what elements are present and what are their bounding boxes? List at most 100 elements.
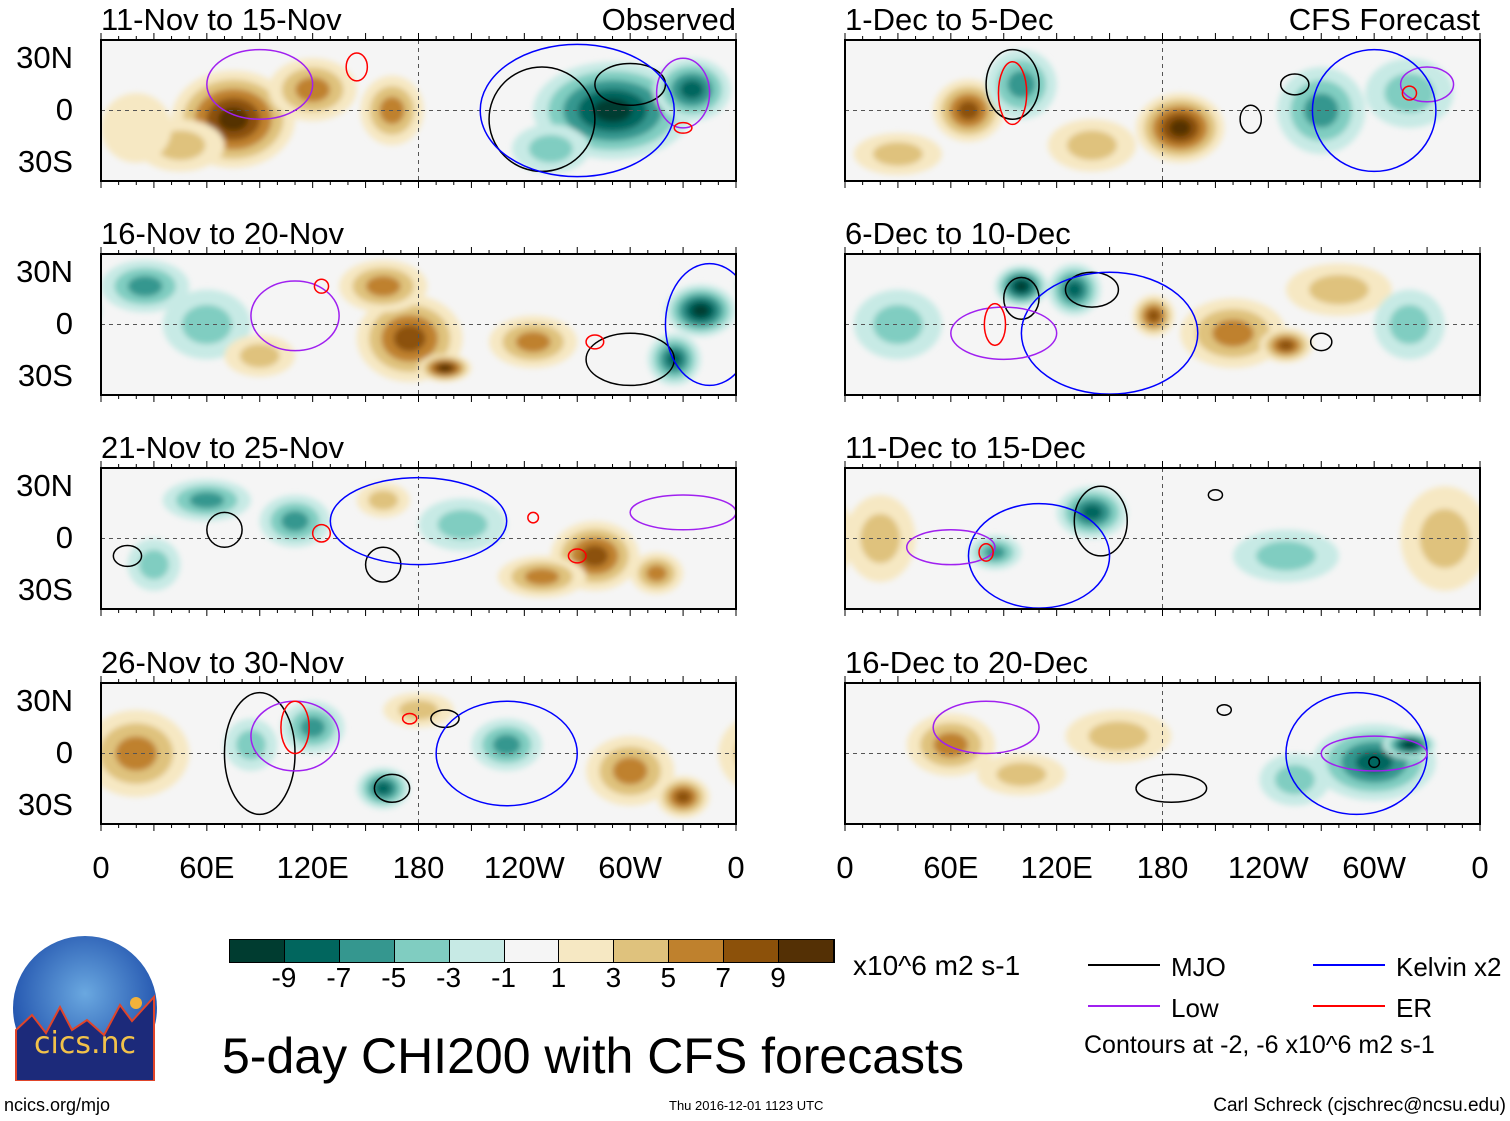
anomaly-blob (524, 568, 560, 586)
anomaly-blob (996, 762, 1047, 787)
lat-tick-label: 30N (16, 683, 73, 718)
figure-title: 5-day CHI200 with CFS forecasts (222, 1028, 964, 1084)
anomaly-blob (437, 509, 488, 540)
units-label: x10^6 m2 s-1 (853, 950, 1021, 981)
colorbar-swatch (339, 940, 395, 962)
panel-title: 6-Dec to 10-Dec (845, 216, 1071, 251)
mjo-contour (1003, 276, 1040, 321)
low-contour (1320, 735, 1428, 772)
map-panel (101, 254, 736, 395)
anomaly-blob (1355, 750, 1393, 774)
er-contour (345, 52, 369, 82)
low-contour (250, 280, 340, 352)
anomaly-blob (1480, 495, 1510, 582)
anomaly-blob (365, 275, 401, 297)
lat-tick-label: 30S (17, 144, 73, 179)
low-contour (206, 48, 314, 120)
anomaly-blob (1495, 514, 1510, 563)
colorbar-tick-label: -7 (326, 962, 352, 993)
anomaly-blob (750, 73, 800, 112)
colorbar-tick-label: 3 (605, 962, 622, 993)
legend-label: MJO (1171, 952, 1226, 982)
mjo-contour (206, 511, 243, 548)
panel-header: CFS Forecast (1288, 2, 1480, 37)
anomaly-blob (1402, 741, 1416, 749)
mjo-contour (1279, 73, 1310, 96)
mjo-contour (1207, 489, 1224, 501)
anomaly-blob (763, 739, 786, 751)
anomaly-blob (768, 741, 781, 748)
colorbar-swatch (614, 940, 670, 962)
anomaly-blob (515, 331, 551, 353)
footer-author: Carl Schreck (cjschrec@ncsu.edu) (1213, 1095, 1506, 1116)
anomaly-blob (1212, 319, 1254, 347)
anomaly-blob (845, 507, 854, 570)
anomaly-blob (101, 93, 172, 163)
panel-title: 26-Nov to 30-Nov (101, 645, 344, 680)
panel-title: 11-Nov to 15-Nov (101, 2, 342, 37)
anomaly-blob (872, 304, 923, 345)
legend-label: Kelvin x2 (1396, 952, 1502, 982)
anomaly-blob (750, 736, 792, 770)
anomaly-blob (1489, 133, 1510, 175)
anomaly-blob (1081, 504, 1103, 521)
anomaly-blob (774, 550, 804, 580)
anomaly-blob (1384, 73, 1435, 113)
lat-tick-label: 0 (55, 306, 73, 341)
mjo-contour (1073, 485, 1128, 557)
legend-line-low (1088, 1005, 1160, 1007)
anomaly-blob (239, 344, 280, 368)
colorbar-swatch (724, 940, 780, 962)
kelvin-contour (479, 43, 676, 178)
mjo-contour (1216, 704, 1233, 716)
legend-line-kelvin (1313, 964, 1385, 966)
anomaly-blob (933, 732, 969, 758)
lat-tick-label: 30N (16, 468, 73, 503)
logo-text: cics.nc (34, 1026, 136, 1061)
anomaly-blob (762, 539, 815, 591)
anomaly-blob (368, 490, 399, 511)
lat-tick-label: 0 (55, 520, 73, 555)
anomaly-blob (1067, 130, 1117, 161)
anomaly-blob (1147, 309, 1161, 323)
lon-tick-label: 60E (923, 850, 979, 885)
panel-title: 21-Nov to 25-Nov (101, 430, 344, 465)
contour-note: Contours at -2, -6 x10^6 m2 s-1 (1084, 1031, 1435, 1059)
anomaly-blob (492, 734, 521, 756)
map-panel (101, 468, 815, 609)
legend-label: ER (1396, 993, 1433, 1023)
footer-url[interactable]: ncics.org/mjo (4, 1095, 111, 1115)
lon-tick-label: 0 (92, 850, 110, 885)
map-panel (730, 40, 1510, 181)
anomaly-blob (138, 549, 169, 580)
low-contour (655, 57, 711, 129)
mjo-contour (585, 332, 676, 387)
colorbar-swatch (504, 940, 560, 962)
anomaly-blob (730, 58, 818, 128)
lon-tick-label: 180 (1136, 850, 1189, 885)
lat-tick-label: 30N (16, 254, 73, 289)
footer-timestamp: Thu 2016-12-01 1123 UTC (669, 1098, 824, 1113)
er-contour (978, 542, 994, 562)
lat-tick-label: 30N (16, 40, 73, 75)
mjo-contour (1309, 332, 1333, 352)
anomaly-blob (739, 290, 810, 360)
lat-tick-label: 30S (17, 572, 73, 607)
kelvin-contour (1311, 48, 1437, 173)
colorbar-swatch (230, 940, 285, 962)
cics-logo: cics.nc (12, 935, 158, 1082)
anomaly-blob (790, 131, 840, 161)
lon-tick-label: 120W (1227, 850, 1309, 885)
anomaly-blob (692, 304, 710, 317)
lat-tick-label: 0 (55, 735, 73, 770)
panel-header: Observed (601, 2, 736, 37)
anomaly-blob (528, 135, 573, 163)
kelvin-contour (329, 476, 508, 566)
er-contour (311, 523, 332, 543)
anomaly-blob (1419, 508, 1470, 569)
lon-tick-label: 60W (1342, 850, 1407, 885)
lon-tick-label: 180 (392, 850, 445, 885)
map-panel (739, 254, 1480, 395)
anomaly-blob (218, 107, 249, 132)
